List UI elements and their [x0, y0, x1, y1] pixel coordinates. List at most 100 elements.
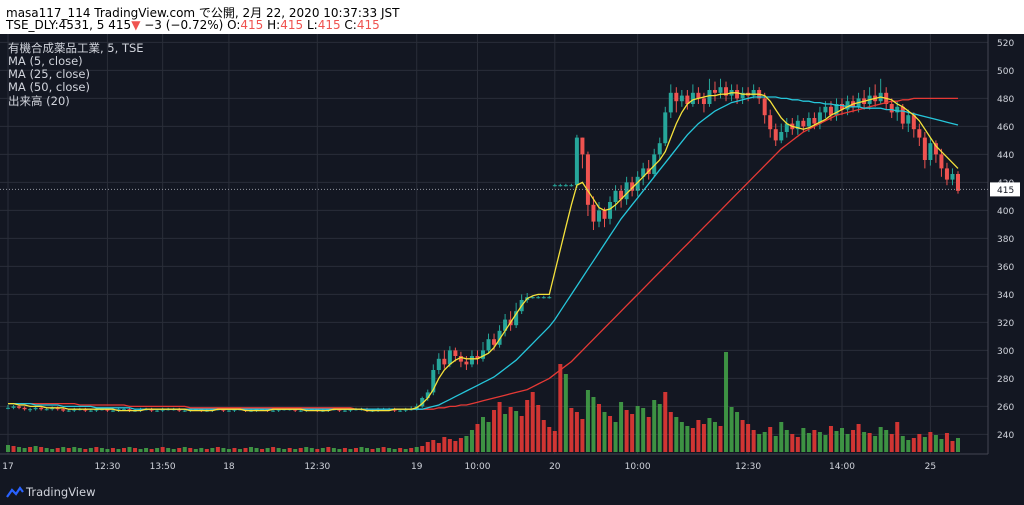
volume-bar	[28, 447, 33, 452]
candle-body	[33, 407, 38, 410]
tradingview-logo-icon[interactable]	[6, 485, 24, 499]
candle-body	[889, 104, 894, 113]
volume-bar	[933, 435, 938, 452]
volume-bar	[215, 447, 220, 452]
candle-body	[276, 409, 281, 411]
candle-body	[740, 92, 745, 99]
volume-bar	[569, 408, 574, 452]
candle-body	[116, 409, 121, 411]
volume-bar	[287, 448, 292, 452]
volume-bar	[55, 448, 60, 452]
volume-bar	[155, 448, 160, 452]
candle-body	[221, 409, 226, 411]
tradingview-brand[interactable]: TradingView	[26, 485, 96, 499]
candle-body	[613, 190, 618, 202]
volume-bar	[944, 433, 949, 452]
y-tick-label: 380	[997, 235, 1014, 245]
symbol-label: TSE_DLY:4531, 5	[6, 18, 105, 32]
volume-bar	[88, 448, 93, 452]
candle-body	[712, 90, 717, 93]
volume-bar	[635, 406, 640, 452]
candle-body	[668, 92, 673, 113]
candle-body	[657, 143, 662, 155]
candle-body	[503, 319, 508, 331]
volume-bar	[939, 439, 944, 452]
volume-bar	[469, 430, 474, 452]
candle-body	[552, 185, 557, 187]
candle-body	[265, 409, 270, 411]
candle-body	[718, 87, 723, 93]
volume-bar	[541, 420, 546, 452]
candle-body	[497, 330, 502, 345]
legend-ma25: MA (25, close)	[8, 67, 90, 81]
candle-body	[149, 409, 154, 411]
candle-body	[61, 409, 66, 411]
y-tick-label: 240	[997, 431, 1014, 441]
volume-bar	[536, 405, 541, 452]
candle-body	[55, 407, 60, 410]
candle-body	[751, 90, 756, 96]
candle-body	[182, 410, 187, 412]
candle-body	[701, 98, 706, 104]
volume-bar	[265, 448, 270, 452]
volume-bar	[817, 432, 822, 452]
volume-bar	[232, 448, 237, 452]
volume-bar	[530, 392, 535, 452]
x-tick-label: 10:00	[625, 462, 651, 472]
candle-body	[177, 409, 182, 411]
volume-bar	[226, 449, 231, 452]
candle-body	[939, 154, 944, 169]
volume-bar	[320, 448, 325, 452]
candle-body	[271, 410, 276, 412]
x-tick-label: 17	[2, 462, 13, 472]
volume-bar	[823, 435, 828, 452]
volume-bar	[724, 352, 729, 452]
volume-bar	[481, 417, 485, 452]
volume-bar	[447, 439, 452, 452]
volume-bar	[696, 420, 701, 452]
close-label: C:	[344, 18, 357, 32]
candle-body	[453, 350, 458, 356]
volume-bar	[254, 448, 259, 452]
candle-body	[696, 92, 701, 99]
ma50-line	[8, 97, 958, 410]
volume-bar	[663, 392, 668, 452]
volume-bar	[414, 447, 419, 452]
volume-bar	[293, 449, 298, 452]
volume-bar	[94, 447, 99, 452]
volume-bar	[906, 440, 911, 452]
volume-bar	[381, 447, 386, 452]
volume-bar	[492, 410, 497, 452]
volume-bar	[580, 419, 585, 452]
candle-body	[94, 409, 99, 411]
volume-bar	[425, 442, 430, 452]
candle-body	[895, 106, 900, 113]
x-tick-label: 12:30	[94, 462, 120, 472]
y-tick-label: 480	[997, 95, 1014, 105]
volume-bar	[177, 448, 182, 452]
volume-bar	[608, 416, 613, 452]
candle-body	[160, 409, 165, 411]
volume-bar	[751, 430, 756, 452]
volume-bar	[442, 437, 447, 452]
candle-body	[779, 132, 784, 141]
candle-body	[707, 90, 712, 104]
volume-bar	[105, 449, 110, 452]
volume-bar	[652, 400, 657, 452]
volume-bar	[729, 407, 734, 452]
volume-bar	[547, 427, 552, 452]
x-tick-label: 10:00	[465, 462, 491, 472]
volume-bar	[331, 448, 336, 452]
candle-body	[762, 98, 767, 116]
candle-body	[121, 409, 126, 411]
volume-bar	[353, 448, 358, 452]
candle-body	[624, 182, 629, 200]
volume-bar	[834, 431, 839, 452]
volume-bar	[61, 447, 66, 452]
chart-panel[interactable]: 5205004804604404204003803603403203002802…	[0, 34, 1024, 480]
price-chart[interactable]: 5205004804604404204003803603403203002802…	[0, 34, 1024, 480]
volume-bar	[315, 449, 320, 452]
candle-body	[254, 409, 259, 411]
volume-bar	[828, 426, 833, 452]
volume-bar	[519, 416, 524, 452]
